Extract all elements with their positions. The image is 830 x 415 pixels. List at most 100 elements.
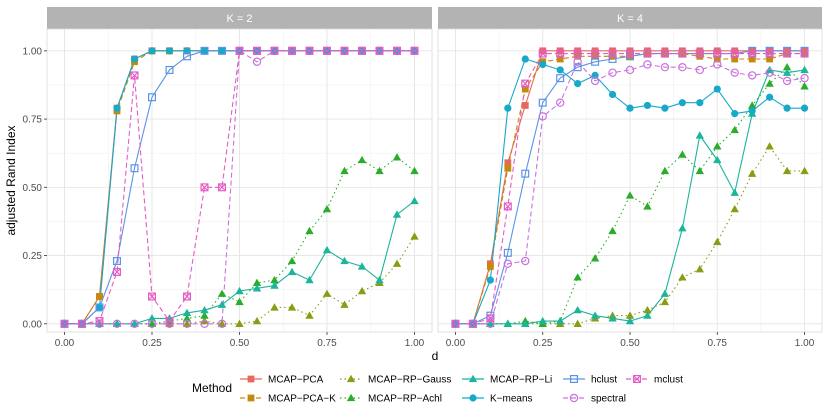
data-point	[609, 52, 616, 60]
data-point	[695, 166, 705, 175]
data-point	[130, 71, 139, 80]
data-point	[660, 297, 670, 306]
data-point	[235, 46, 244, 55]
data-point	[800, 49, 809, 58]
facet-strip	[47, 7, 432, 29]
data-point	[591, 49, 600, 58]
data-point	[608, 49, 617, 58]
data-point	[217, 319, 227, 329]
data-point	[591, 57, 600, 66]
data-point	[539, 60, 547, 69]
x-tick-label: 0.00	[446, 338, 466, 349]
data-point	[96, 293, 103, 300]
data-point	[60, 319, 69, 328]
data-point	[521, 319, 530, 327]
data-point	[358, 46, 367, 55]
data-point	[148, 292, 157, 301]
y-tick-label: 0.25	[23, 251, 43, 262]
data-point	[504, 104, 512, 112]
data-point	[270, 281, 279, 289]
data-point	[713, 155, 722, 164]
data-point	[410, 196, 419, 205]
data-point	[643, 49, 652, 58]
data-point	[660, 166, 670, 175]
data-point	[375, 275, 384, 284]
x-tick-label: 0.75	[708, 338, 728, 349]
data-point	[451, 319, 460, 328]
data-point	[270, 303, 279, 311]
legend-label: spectral	[591, 394, 626, 405]
data-point	[218, 46, 227, 55]
data-point	[625, 316, 635, 325]
legend-item-mclust: mclust	[626, 375, 683, 386]
data-point	[626, 52, 634, 60]
data-point	[625, 191, 635, 199]
data-point	[200, 319, 209, 329]
data-point	[322, 245, 332, 254]
data-point	[713, 85, 721, 93]
data-point	[731, 110, 739, 118]
legend-key-marker	[247, 394, 255, 402]
data-point	[218, 47, 226, 55]
data-point	[748, 55, 756, 63]
facet-label: K = 2	[227, 13, 253, 25]
data-point	[800, 65, 809, 74]
data-point	[538, 98, 547, 107]
legend-item-mcap_rp_gauss: MCAP−RP−Gauss	[340, 375, 451, 386]
data-point	[182, 314, 192, 322]
data-point	[217, 319, 227, 327]
data-point	[182, 319, 192, 329]
y-tick-label: 0.75	[23, 115, 43, 126]
data-point	[148, 93, 157, 102]
data-point	[696, 47, 704, 55]
data-point	[410, 232, 419, 240]
data-point	[556, 47, 564, 55]
data-point	[235, 286, 244, 295]
data-point	[130, 319, 139, 329]
data-point	[538, 112, 547, 121]
data-point	[486, 263, 494, 270]
legend-title: Method	[192, 381, 232, 395]
data-point	[765, 49, 774, 58]
series-line-mcap_rp_achl	[455, 66, 805, 325]
data-point	[747, 169, 757, 177]
x-tick-label: 1.00	[405, 338, 425, 349]
legend-item-mcap_rp_achl: MCAP−RP−Achl	[340, 394, 442, 405]
data-point	[340, 166, 349, 175]
data-point	[468, 319, 477, 328]
series-points-mclust	[451, 49, 809, 328]
data-point	[800, 104, 809, 112]
data-point	[357, 262, 367, 270]
data-point	[678, 63, 687, 72]
data-point	[590, 311, 600, 319]
data-point	[695, 65, 705, 75]
data-point	[660, 63, 670, 72]
legend-key-marker	[346, 374, 356, 383]
data-point	[253, 46, 262, 55]
data-point	[696, 52, 704, 60]
x-axis-title: d	[432, 349, 439, 363]
data-point	[165, 47, 174, 55]
data-point	[305, 46, 314, 55]
data-point	[130, 55, 139, 63]
data-point	[410, 166, 419, 175]
data-point	[357, 286, 367, 295]
data-point	[375, 46, 384, 55]
data-point	[678, 49, 687, 58]
data-point	[287, 267, 297, 276]
data-point	[678, 273, 687, 281]
data-point	[252, 57, 262, 66]
data-point	[748, 49, 757, 58]
data-point	[643, 311, 652, 319]
data-point	[503, 259, 513, 268]
data-point	[270, 275, 279, 284]
data-point	[695, 49, 704, 58]
data-point	[573, 273, 582, 281]
data-point	[504, 164, 512, 172]
data-point	[95, 303, 104, 312]
data-point	[95, 303, 104, 312]
data-point	[625, 65, 635, 75]
legend-label: MCAP−RP−Achl	[368, 394, 442, 405]
data-point	[340, 46, 349, 55]
data-point	[393, 46, 402, 55]
